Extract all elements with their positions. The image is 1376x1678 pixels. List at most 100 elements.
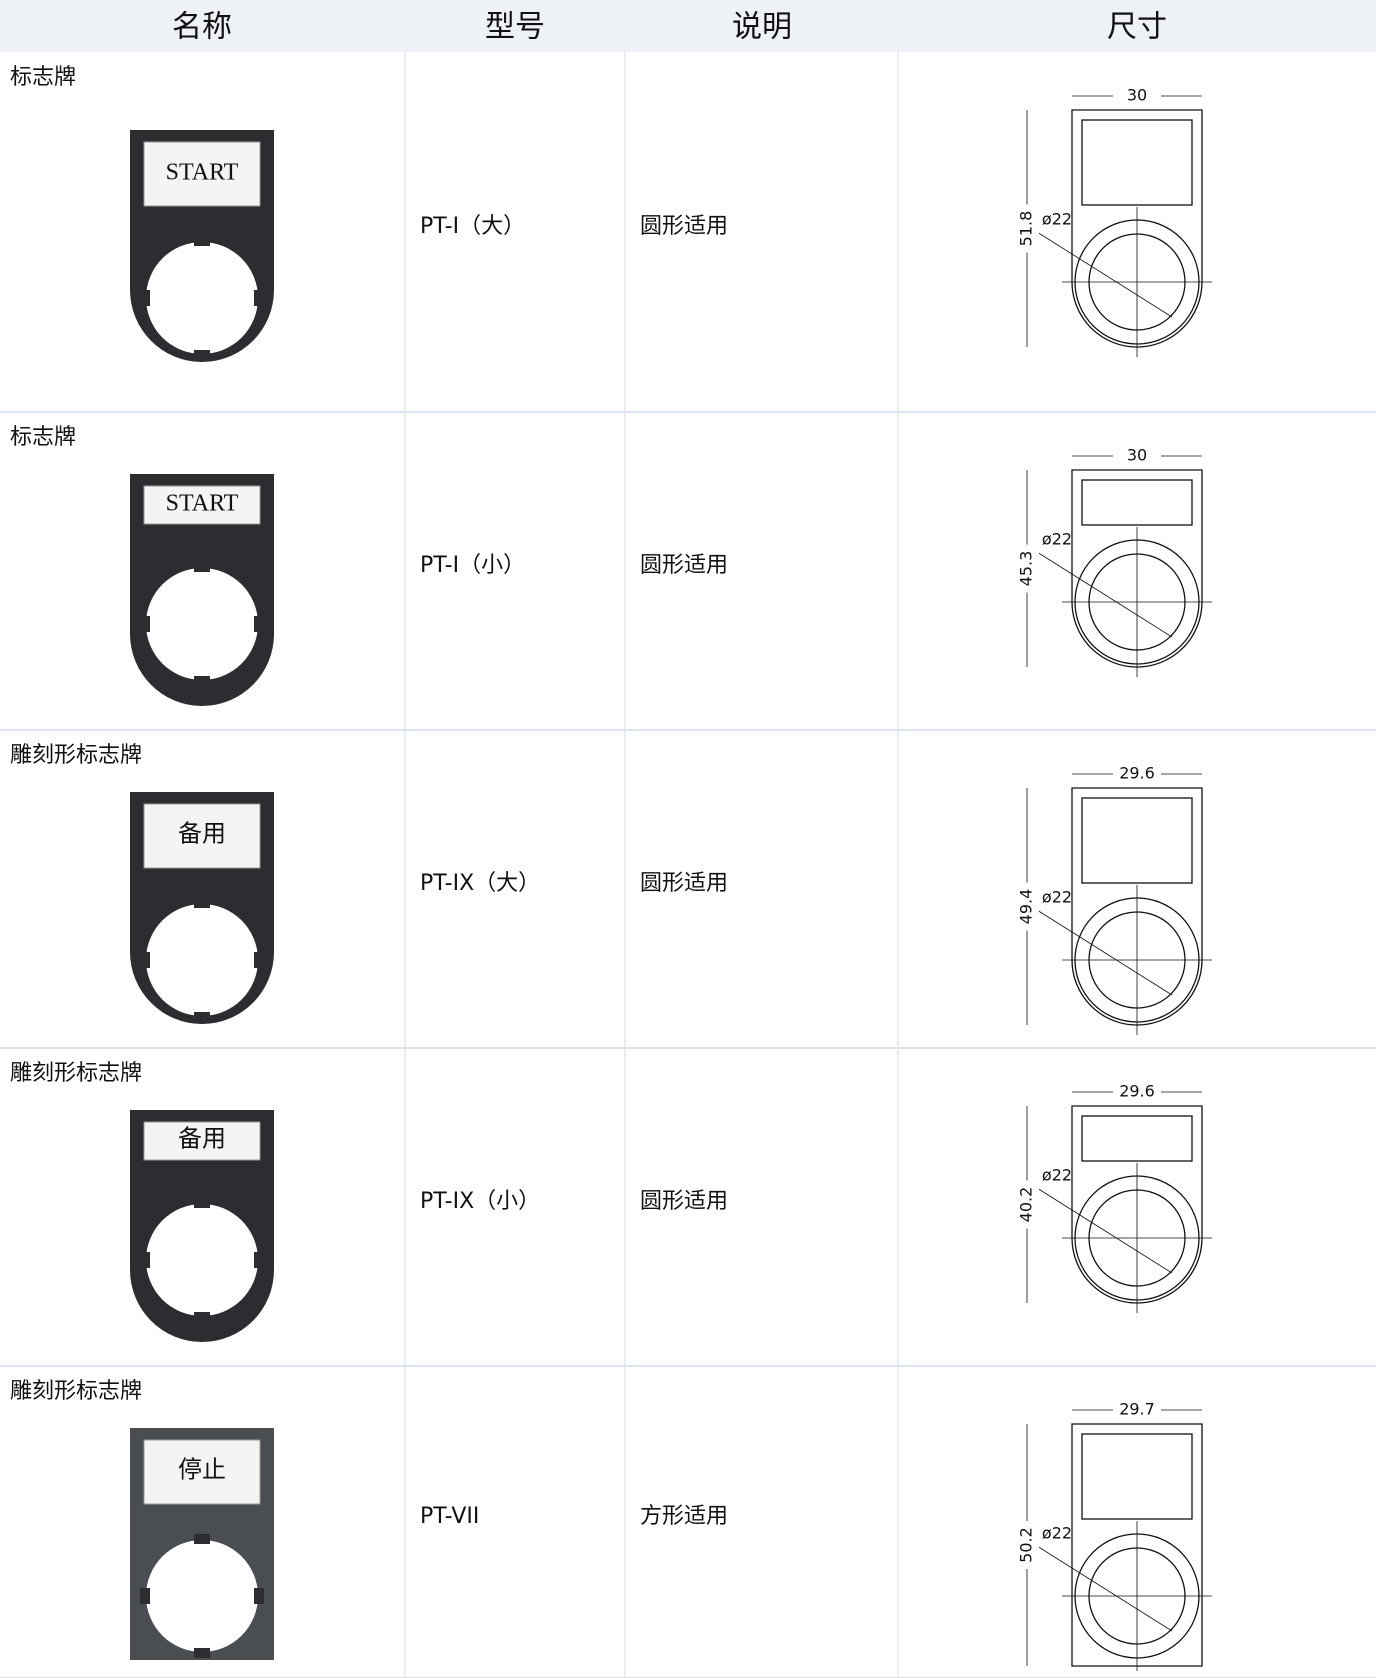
plate-notch (140, 290, 150, 306)
item-desc: 圆形适用 (640, 871, 728, 896)
plate-label (143, 485, 261, 525)
diameter-value: ø22 (1042, 888, 1072, 907)
plate-label-text: 备用 (178, 1126, 226, 1153)
plate-label-text: 停止 (178, 1457, 226, 1484)
plate-notch (194, 562, 210, 572)
plate-image: START (130, 474, 274, 706)
header-cell: 说明 (732, 10, 792, 45)
outline (1071, 1105, 1203, 1304)
diameter-value: ø22 (1042, 210, 1072, 229)
plate-notch (140, 1252, 150, 1268)
dimension-drawing (1026, 95, 1212, 357)
dimension-drawing (1026, 455, 1212, 677)
plate-notch (194, 350, 210, 360)
plate-notch (194, 1312, 210, 1322)
plate-notch (254, 290, 264, 306)
label-window (1081, 1433, 1193, 1520)
width-bg (1113, 1398, 1161, 1422)
plate-hole (146, 242, 258, 354)
plate-notch (194, 1534, 210, 1544)
plate-notch (194, 676, 210, 686)
plate-label (143, 803, 261, 869)
diameter-value: ø22 (1042, 1166, 1072, 1185)
width-value: 30 (1127, 86, 1147, 105)
dimension-drawing (1026, 1409, 1212, 1671)
diameter-leader (1036, 231, 1173, 318)
plate-notch (254, 1252, 264, 1268)
plate-notch (194, 1198, 210, 1208)
width-value: 29.7 (1119, 1400, 1155, 1419)
outline (1071, 1423, 1203, 1667)
item-desc: 圆形适用 (640, 1189, 728, 1214)
plate-notch (254, 1588, 264, 1604)
item-name: 标志牌 (10, 65, 76, 90)
item-desc: 方形适用 (640, 1504, 728, 1529)
plate-notch (140, 952, 150, 968)
plate-hole (146, 1204, 258, 1316)
diameter-leader (1036, 909, 1173, 996)
plate-notch (194, 1648, 210, 1658)
diameter-leader (1036, 551, 1173, 638)
height-bg (1015, 1180, 1039, 1229)
label-window (1081, 479, 1193, 526)
plate-label-text: START (166, 160, 239, 186)
header-cell: 尺寸 (1107, 10, 1167, 45)
diameter-leader (1036, 1187, 1173, 1274)
item-model: PT-I（大） (420, 214, 525, 239)
width-value: 30 (1127, 446, 1147, 465)
header-bg (0, 0, 1376, 52)
plate-label-text: START (166, 491, 239, 517)
diameter-leader (1036, 1545, 1173, 1632)
label-window (1081, 119, 1193, 206)
plate-notch (254, 616, 264, 632)
item-name: 雕刻形标志牌 (10, 743, 142, 768)
item-model: PT-I（小） (420, 553, 525, 578)
height-value: 51.8 (1017, 211, 1036, 247)
outline (1071, 469, 1203, 668)
header-cell: 名称 (172, 10, 232, 45)
plate-notch (140, 1588, 150, 1604)
outline (1071, 109, 1203, 348)
plate-notch (194, 236, 210, 246)
height-value: 40.2 (1017, 1187, 1036, 1223)
item-name: 雕刻形标志牌 (10, 1379, 142, 1404)
plate-hole (146, 904, 258, 1016)
plate-notch (194, 898, 210, 908)
height-bg (1015, 1521, 1039, 1569)
width-value: 29.6 (1119, 1082, 1155, 1101)
plate-hole (146, 1540, 258, 1652)
width-bg (1113, 762, 1161, 786)
plate-label (143, 1121, 261, 1161)
plate-notch (140, 616, 150, 632)
plate-image: 停止 (130, 1428, 274, 1660)
item-name: 标志牌 (10, 425, 76, 450)
plate-label (143, 141, 261, 207)
height-bg (1015, 204, 1039, 253)
width-bg (1113, 84, 1161, 108)
plate-hole (146, 568, 258, 680)
item-desc: 圆形适用 (640, 214, 728, 239)
width-bg (1113, 444, 1161, 468)
plate-image: 备用 (130, 792, 274, 1024)
height-bg (1015, 544, 1039, 593)
label-window (1081, 797, 1193, 884)
item-model: PT-IX（大） (420, 871, 540, 896)
height-value: 45.3 (1017, 551, 1036, 587)
plate-notch (254, 952, 264, 968)
item-desc: 圆形适用 (640, 553, 728, 578)
item-name: 雕刻形标志牌 (10, 1061, 142, 1086)
outline (1071, 787, 1203, 1026)
width-bg (1113, 1080, 1161, 1104)
plate-image: START (130, 130, 274, 362)
item-model: PT-VII (420, 1504, 479, 1529)
width-value: 29.6 (1119, 764, 1155, 783)
dimension-drawing (1026, 1091, 1212, 1313)
height-bg (1015, 882, 1039, 931)
item-model: PT-IX（小） (420, 1189, 540, 1214)
plate-image: 备用 (130, 1110, 274, 1342)
label-window (1081, 1115, 1193, 1162)
header-cell: 型号 (485, 10, 545, 45)
height-value: 50.2 (1017, 1527, 1036, 1563)
plate-label-text: 备用 (178, 821, 226, 848)
